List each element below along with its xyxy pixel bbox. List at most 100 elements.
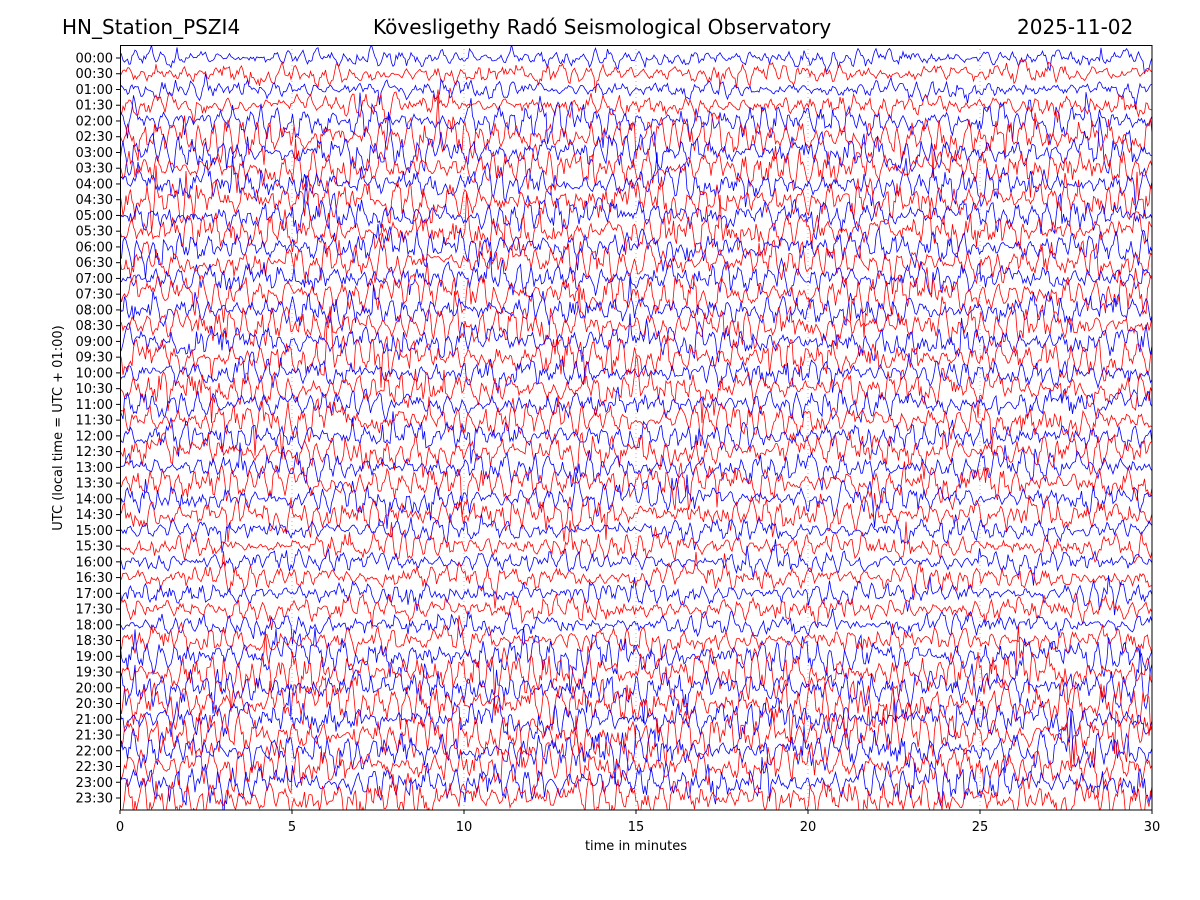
trace-1500 xyxy=(120,513,1152,553)
y-tick-label: 05:30 xyxy=(76,225,113,240)
trace-2100 xyxy=(120,690,1152,742)
y-tick-label: 22:00 xyxy=(76,744,113,759)
trace-0730 xyxy=(120,262,1152,338)
y-tick-label: 07:30 xyxy=(76,288,113,303)
y-tick-label: 09:00 xyxy=(76,335,113,350)
x-axis-label: time in minutes xyxy=(585,839,687,854)
y-tick-label: 10:30 xyxy=(76,382,113,397)
y-tick-label: 14:00 xyxy=(76,492,113,507)
trace-0130 xyxy=(120,87,1152,124)
trace-1000 xyxy=(120,351,1152,394)
y-tick-label: 01:00 xyxy=(76,83,113,98)
x-tick-label: 20 xyxy=(800,820,817,835)
trace-0800 xyxy=(120,276,1152,333)
y-tick-label: 23:00 xyxy=(76,776,113,791)
trace-0300 xyxy=(120,111,1152,176)
trace-0100 xyxy=(120,73,1152,110)
y-tick-label: 06:30 xyxy=(76,256,113,271)
x-tick-label: 10 xyxy=(456,820,473,835)
date-title: 2025-11-02 xyxy=(1017,15,1134,39)
y-tick-label: 10:00 xyxy=(76,366,113,381)
observatory-title: Kövesligethy Radó Seismological Observat… xyxy=(373,15,832,39)
trace-0200 xyxy=(120,92,1152,148)
y-tick-label: 03:30 xyxy=(76,162,113,177)
y-tick-label: 07:00 xyxy=(76,272,113,287)
plot-frame xyxy=(120,45,1153,811)
y-tick-label: 00:00 xyxy=(76,52,113,67)
y-axis-label: UTC (local time = UTC + 01:00) xyxy=(51,325,66,530)
trace-0230 xyxy=(120,95,1152,179)
x-tick-label: 25 xyxy=(972,820,989,835)
trace-2230 xyxy=(120,715,1152,798)
y-tick-label: 04:30 xyxy=(76,193,113,208)
trace-2000 xyxy=(120,646,1152,724)
y-tick-label: 17:00 xyxy=(76,587,113,602)
trace-0330 xyxy=(120,138,1152,198)
trace-0500 xyxy=(120,175,1152,241)
y-tick-label: 11:00 xyxy=(76,398,113,413)
x-tick-label: 0 xyxy=(116,820,124,835)
trace-1130 xyxy=(120,395,1152,460)
y-tick-label: 09:30 xyxy=(76,351,113,366)
y-tick-label: 13:30 xyxy=(76,477,113,492)
trace-0030 xyxy=(120,59,1152,94)
y-tick-label: 00:30 xyxy=(76,67,113,82)
y-tick-label: 06:00 xyxy=(76,240,113,255)
trace-1600 xyxy=(120,539,1152,586)
y-tick-label: 12:30 xyxy=(76,445,113,460)
y-tick-label: 15:30 xyxy=(76,540,113,555)
trace-1330 xyxy=(120,461,1152,518)
trace-0430 xyxy=(120,165,1152,232)
y-tick-label: 01:30 xyxy=(76,99,113,114)
y-tick-label: 19:00 xyxy=(76,650,113,665)
y-tick-label: 21:00 xyxy=(76,713,113,728)
trace-0600 xyxy=(120,223,1152,279)
y-tick-label: 17:30 xyxy=(76,603,113,618)
trace-1900 xyxy=(120,626,1152,694)
trace-1430 xyxy=(120,492,1152,543)
y-tick-label: 15:00 xyxy=(76,524,113,539)
y-tick-label: 16:30 xyxy=(76,571,113,586)
y-tick-label: 05:00 xyxy=(76,209,113,224)
trace-1230 xyxy=(120,429,1152,480)
x-tick-label: 15 xyxy=(628,820,645,835)
y-tick-label: 22:30 xyxy=(76,760,113,775)
y-tick-label: 11:30 xyxy=(76,414,113,429)
y-tick-label: 14:30 xyxy=(76,508,113,523)
y-tick-label: 21:30 xyxy=(76,729,113,744)
trace-1030 xyxy=(120,354,1152,424)
trace-2200 xyxy=(120,711,1152,785)
y-tick-label: 08:00 xyxy=(76,303,113,318)
trace-0930 xyxy=(120,306,1152,388)
trace-0830 xyxy=(120,288,1152,350)
x-tick-label: 5 xyxy=(288,820,296,835)
trace-0530 xyxy=(120,193,1152,256)
x-tick-label: 30 xyxy=(1144,820,1161,835)
y-tick-label: 19:30 xyxy=(76,666,113,681)
y-tick-label: 04:00 xyxy=(76,177,113,192)
y-tick-label: 02:00 xyxy=(76,114,113,129)
trace-1730 xyxy=(120,592,1152,630)
y-tick-label: 18:30 xyxy=(76,634,113,649)
trace-1100 xyxy=(120,386,1152,423)
y-tick-label: 03:00 xyxy=(76,146,113,161)
y-tick-label: 18:00 xyxy=(76,618,113,633)
trace-1700 xyxy=(120,575,1152,616)
trace-0000 xyxy=(120,45,1152,74)
trace-1630 xyxy=(120,551,1152,609)
trace-1300 xyxy=(120,442,1152,491)
y-tick-label: 08:30 xyxy=(76,319,113,334)
y-tick-label: 23:30 xyxy=(76,792,113,807)
trace-1930 xyxy=(120,625,1152,716)
station-title: HN_Station_PSZI4 xyxy=(62,15,241,39)
trace-0700 xyxy=(120,256,1152,297)
y-tick-label: 20:30 xyxy=(76,697,113,712)
trace-1800 xyxy=(120,608,1152,645)
y-tick-label: 20:00 xyxy=(76,681,113,696)
y-tick-label: 16:00 xyxy=(76,555,113,570)
trace-0900 xyxy=(120,313,1152,363)
trace-0400 xyxy=(120,152,1152,211)
y-tick-label: 02:30 xyxy=(76,130,113,145)
trace-1530 xyxy=(120,520,1152,564)
